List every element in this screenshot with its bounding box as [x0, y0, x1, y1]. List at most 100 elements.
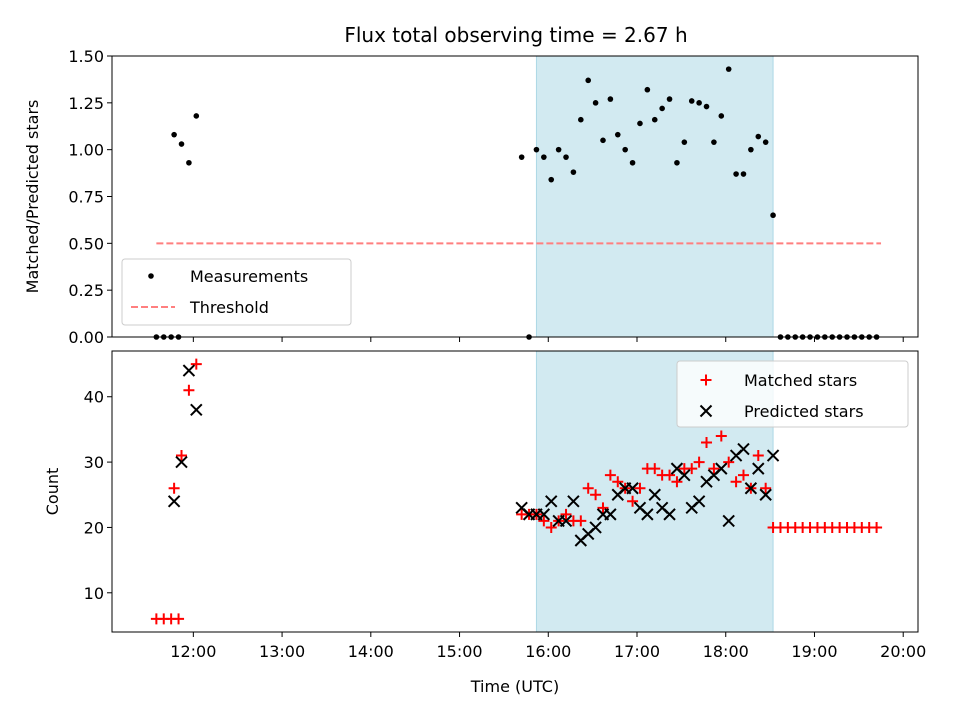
bottom-xtick-label: 13:00	[259, 642, 305, 661]
top-ytick-label: 0.75	[68, 188, 104, 207]
measurement-point	[703, 103, 710, 110]
matched-star-point	[634, 482, 646, 494]
bottom-ytick-label: 40	[84, 388, 104, 407]
top-y-axis-label: Matched/Predicted stars	[23, 100, 42, 294]
matched-star-point	[173, 613, 185, 625]
legend-matched-marker	[700, 374, 712, 386]
measurement-point	[607, 96, 614, 102]
predicted-star-point	[559, 514, 573, 528]
predicted-star-point	[678, 468, 691, 482]
matched-star-point	[701, 436, 713, 448]
top-y-ticks: 0.00 0.25 0.50 0.75 1.00 1.25 1.50	[68, 47, 112, 347]
matched-star-point	[693, 456, 705, 468]
matched-star-point	[664, 469, 676, 481]
x-axis-label: Time (UTC)	[470, 677, 559, 696]
measurement-point	[518, 154, 525, 160]
predicted-stars-points	[167, 364, 780, 547]
top-ytick-label: 1.25	[68, 94, 104, 113]
bottom-x-ticks: 12:00 13:00 14:00 15:00 16:00 17:00 18:00 19:00…	[170, 632, 926, 661]
predicted-star-point	[648, 488, 661, 501]
top-ytick-label: 1.50	[68, 47, 104, 66]
bottom-ytick-label: 20	[84, 518, 104, 537]
figure-title: Flux total observing time = 2.67 h	[344, 23, 687, 47]
matched-star-point	[560, 508, 572, 520]
bottom-legend-box	[676, 360, 909, 428]
legend-predicted-marker	[699, 404, 713, 418]
measurement-point	[541, 154, 547, 160]
top-x-ticks	[192, 337, 904, 342]
predicted-star-point	[175, 455, 188, 469]
measurement-point	[674, 159, 680, 166]
predicted-star-point	[567, 495, 580, 508]
matched-star-point	[686, 463, 698, 475]
top-ytick-label: 0.50	[68, 234, 104, 253]
observing-window-shade-top	[535, 55, 774, 338]
matched-star-point	[538, 515, 550, 527]
measurement-point	[637, 120, 643, 127]
matched-star-point	[597, 502, 609, 514]
bottom-xtick-label: 18:00	[703, 642, 749, 661]
matched-star-point	[730, 476, 742, 488]
measurement-point	[718, 113, 725, 119]
predicted-star-point	[589, 521, 602, 534]
measurement-point	[762, 139, 769, 145]
measurement-point	[659, 105, 665, 112]
legend-threshold-label: Threshold	[189, 298, 269, 317]
measurement-point	[171, 131, 177, 138]
matched-star-point	[575, 515, 587, 527]
measurement-point	[600, 137, 606, 144]
measurement-point	[193, 113, 200, 119]
matched-star-point	[590, 489, 602, 501]
legend-cross	[699, 404, 713, 418]
predicted-star-point	[663, 508, 676, 521]
predicted-star-point	[537, 508, 551, 521]
bottom-ytick-label: 10	[84, 584, 104, 603]
top-legend: Measurements Threshold	[121, 258, 352, 326]
bottom-ytick-label: 30	[84, 453, 104, 472]
measurement-point	[651, 116, 658, 123]
matched-star-point	[176, 450, 188, 462]
legend-plus	[700, 374, 712, 386]
measurement-point	[711, 139, 717, 145]
matched-star-point	[582, 482, 594, 494]
measurement-point	[555, 146, 562, 153]
matched-star-point	[612, 476, 624, 488]
matched-star-point	[190, 358, 202, 370]
measurement-point	[688, 98, 695, 104]
measurement-point	[548, 176, 555, 183]
predicted-star-point	[604, 508, 617, 521]
predicted-star-point	[641, 508, 654, 521]
bottom-xtick-label: 12:00	[170, 642, 216, 661]
bottom-xtick-label: 15:00	[436, 642, 482, 661]
measurement-point	[681, 139, 688, 145]
measurement-point	[578, 116, 584, 123]
predicted-star-point	[759, 488, 772, 501]
matched-star-point	[627, 495, 639, 507]
measurement-point	[740, 171, 747, 177]
bottom-xtick-label: 16:00	[525, 642, 571, 661]
bottom-xtick-label: 19:00	[791, 642, 837, 661]
matched-star-point	[604, 469, 616, 481]
bottom-xtick-label: 17:00	[614, 642, 660, 661]
measurement-point	[592, 100, 599, 106]
bottom-legend: Matched stars Predicted stars	[676, 360, 909, 428]
predicted-star-point	[167, 495, 181, 508]
measurement-point	[533, 146, 540, 153]
ratio-plot: 0.00 0.25 0.50 0.75 1.00 1.25 1.50 Matched/Pre…	[23, 47, 919, 347]
matched-star-point	[723, 456, 735, 468]
matched-star-point	[545, 521, 557, 533]
matched-star-point	[760, 482, 772, 494]
predicted-star-point	[190, 403, 203, 417]
measurement-point	[733, 171, 739, 177]
top-legend-box	[121, 258, 352, 326]
measurement-point	[725, 66, 732, 72]
matched-star-point	[715, 430, 727, 442]
predicted-star-point	[545, 495, 558, 508]
predicted-star-point	[766, 449, 780, 462]
legend-matched-label: Matched stars	[744, 371, 857, 390]
measurement-point	[585, 77, 592, 84]
matched-star-point	[737, 469, 749, 481]
measurement-point	[563, 154, 569, 160]
legend-measurements-label: Measurements	[190, 267, 308, 286]
